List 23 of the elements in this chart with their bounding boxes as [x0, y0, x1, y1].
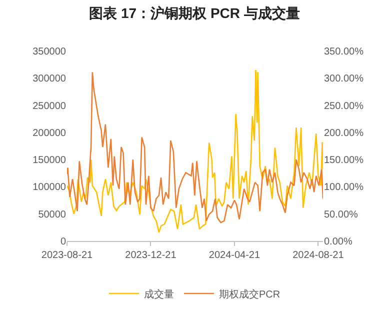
y2-tick-label: 150.00% — [324, 155, 364, 166]
y2-tick-label: 250.00% — [324, 100, 364, 112]
y-tick-label: 50000 — [38, 209, 66, 220]
y2-tick-label: 100.00% — [324, 182, 364, 194]
y2-tick-label: 300.00% — [324, 74, 364, 85]
x-tick-label: 2024-08-21 — [292, 250, 344, 261]
y-tick-label: 350000 — [32, 46, 66, 58]
y2-tick-label: 50.00% — [324, 209, 358, 220]
chart-title: 图表 17：沪铜期权 PCR 与成交量 — [89, 4, 300, 21]
x-tick-label: 2024-04-21 — [208, 250, 260, 261]
y-tick-label: 100000 — [32, 182, 66, 194]
y-tick-label: 150000 — [32, 155, 66, 166]
y2-tick-label: 200.00% — [324, 128, 364, 139]
y-tick-label: 250000 — [32, 100, 66, 112]
x-tick-label: 2023-08-21 — [41, 250, 94, 261]
y-tick-label: 300000 — [32, 74, 66, 85]
y2-tick-label: 350.00% — [324, 46, 364, 58]
x-tick-label: 2023-12-21 — [125, 250, 177, 261]
y-tick-label: 200000 — [32, 128, 66, 139]
y-tick-label: 0 — [60, 236, 66, 248]
y2-tick-label: 0.00% — [324, 236, 352, 248]
legend-label: 成交量 — [144, 288, 174, 300]
legend-label: 期权成交PCR — [219, 288, 280, 300]
